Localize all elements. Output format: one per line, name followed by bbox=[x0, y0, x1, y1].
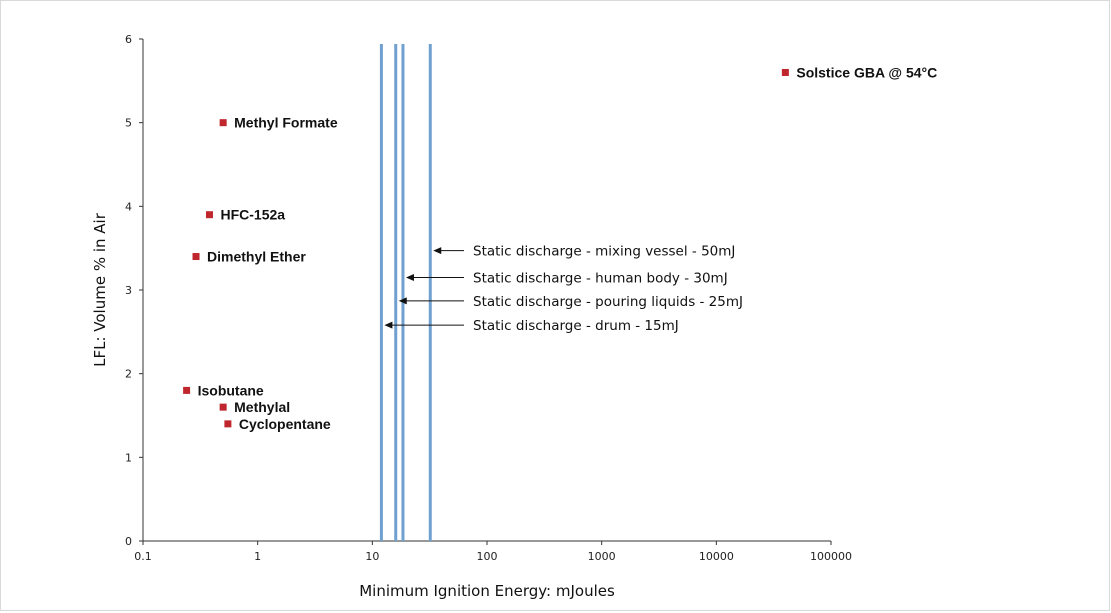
annotation-arrow-head bbox=[433, 247, 442, 255]
data-point-label: Cyclopentane bbox=[239, 416, 331, 432]
annotation-arrow-head bbox=[398, 297, 407, 305]
annotation-label: Static discharge - mixing vessel - 50mJ bbox=[473, 244, 735, 260]
y-tick-label: 4 bbox=[125, 200, 132, 213]
x-axis-title: Minimum Ignition Energy: mJoules bbox=[359, 582, 615, 600]
data-point-marker bbox=[224, 420, 232, 428]
x-tick-label: 1 bbox=[254, 550, 261, 563]
annotation-label: Static discharge - drum - 15mJ bbox=[473, 318, 679, 334]
data-point-label: HFC-152a bbox=[220, 207, 285, 223]
y-tick-label: 6 bbox=[125, 33, 132, 46]
data-point-marker bbox=[183, 386, 191, 394]
data-point-marker bbox=[192, 253, 200, 261]
y-axis-title: LFL: Volume % in Air bbox=[91, 212, 109, 367]
data-point-label: Methylal bbox=[234, 399, 290, 415]
data-point-marker bbox=[219, 119, 227, 127]
x-tick-label: 1000 bbox=[588, 550, 616, 563]
x-tick-label: 100 bbox=[477, 550, 498, 563]
x-tick-label: 100000 bbox=[810, 550, 852, 563]
annotation-label: Static discharge - pouring liquids - 25m… bbox=[473, 294, 743, 310]
axes: 0 1 2 3 4 5 6 0.1 1 10 100 1000 10000 100000 bbox=[125, 33, 852, 563]
data-point-label: Isobutane bbox=[198, 382, 264, 398]
y-tick-label: 1 bbox=[125, 451, 132, 464]
data-point-marker bbox=[219, 403, 227, 411]
data-point-label: Solstice GBA @ 54°C bbox=[796, 64, 937, 80]
y-tick-label: 5 bbox=[125, 117, 132, 130]
data-point-marker bbox=[205, 211, 213, 219]
data-point-label: Methyl Formate bbox=[234, 115, 338, 131]
annotation-label: Static discharge - human body - 30mJ bbox=[473, 270, 728, 286]
annotations: Static discharge - drum - 15mJ Static dis… bbox=[384, 244, 743, 334]
x-tick-label: 0.1 bbox=[134, 550, 152, 563]
data-point-marker bbox=[781, 68, 789, 76]
x-tick-label: 10 bbox=[365, 550, 379, 563]
annotation-arrow-head bbox=[405, 273, 414, 281]
y-tick-label: 2 bbox=[125, 368, 132, 381]
annotation-arrow-head bbox=[384, 321, 393, 329]
data-point-label: Dimethyl Ether bbox=[207, 249, 306, 265]
y-tick-label: 0 bbox=[125, 535, 132, 548]
data-points: Methyl Formate HFC-152a Dimethyl Ether Isob… bbox=[183, 64, 937, 432]
x-tick-label: 10000 bbox=[699, 550, 734, 563]
reference-lines bbox=[379, 44, 432, 541]
y-tick-label: 3 bbox=[125, 284, 132, 297]
